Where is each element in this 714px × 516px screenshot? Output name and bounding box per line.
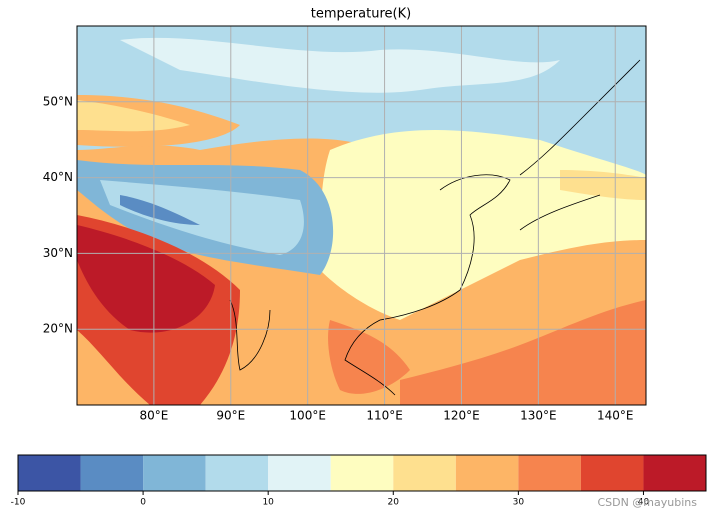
colorbar-box (205, 455, 269, 491)
colorbar-box (18, 455, 81, 491)
coastline (344, 174, 511, 396)
temperature-field (77, 26, 646, 405)
coastline (519, 194, 601, 231)
colorbar-box (143, 455, 206, 491)
colorbar-tick-label: 20 (388, 498, 400, 508)
colorbar: -10 0 10 20 30 40 (11, 455, 706, 508)
colorbar-tick-label: 40 (638, 498, 650, 508)
y-tick-label: 30°N (43, 246, 73, 260)
colorbar-box (268, 455, 331, 491)
colorbar-tick-label: 30 (513, 498, 525, 508)
colorbar-box (518, 455, 581, 491)
x-tick-label: 110°E (366, 409, 403, 423)
colorbar-box (393, 455, 456, 491)
x-tick-label: 140°E (597, 409, 634, 423)
colorbar-box (643, 455, 706, 491)
colorbar-box (330, 455, 394, 491)
colorbar-box (580, 455, 644, 491)
x-tick-label: 130°E (520, 409, 557, 423)
y-tick-label: 20°N (43, 322, 73, 336)
y-tick-label: 50°N (43, 94, 73, 108)
x-tick-label: 100°E (289, 409, 326, 423)
y-tick-label: 40°N (43, 170, 73, 184)
graticule (77, 26, 646, 405)
colorbar-box (80, 455, 144, 491)
colorbar-box (455, 455, 519, 491)
colorbar-tick-label: 0 (140, 498, 146, 508)
colorbar-frame (17, 454, 707, 492)
map-frame (76, 25, 647, 406)
watermark: CSDN @mayubins (597, 496, 697, 509)
x-tick-label: 120°E (443, 409, 480, 423)
colorbar-tick-label: -10 (11, 498, 26, 508)
colorbar-tick-label: 10 (262, 498, 274, 508)
map-title: temperature(K) (311, 7, 411, 22)
x-tick-label: 90°E (216, 409, 245, 423)
x-tick-label: 80°E (139, 409, 168, 423)
